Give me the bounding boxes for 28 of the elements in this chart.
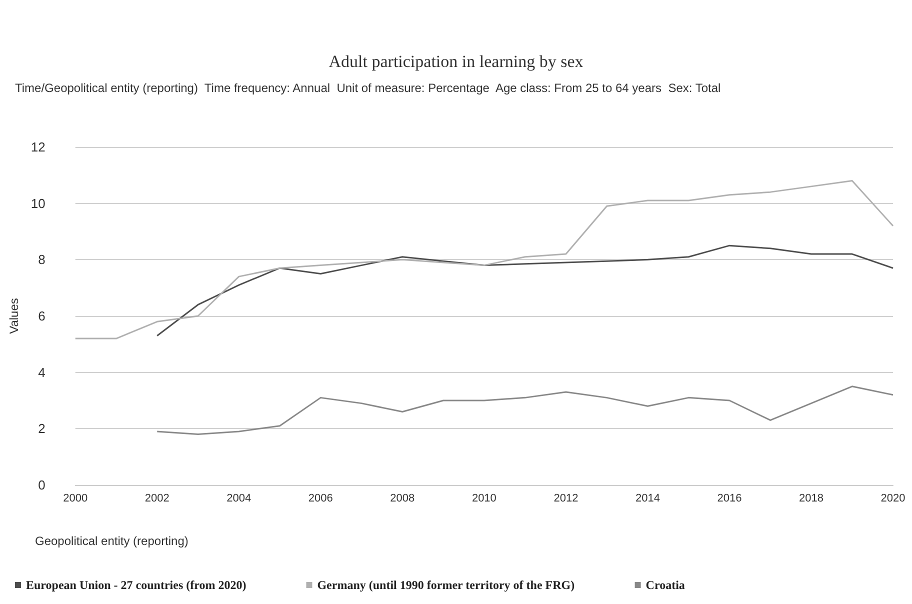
chart-subtitle: Time/Geopolitical entity (reporting) Time frequency: Annual Unit of measure: Percentage Age class: From 25 to 64 years Sex: Total (15, 81, 721, 95)
line-series (156, 244, 894, 336)
y-axis-title: Values (7, 298, 21, 334)
y-tick-label: 6 (38, 308, 46, 324)
legend-label: Germany (until 1990 former territory of the FRG) (317, 578, 575, 592)
y-tick-label: 10 (30, 196, 46, 211)
line-series (74, 180, 894, 340)
x-tick-label: 2006 (308, 492, 333, 504)
y-tick-label: 8 (38, 252, 46, 268)
x-axis-title: Geopolitical entity (reporting) (35, 534, 188, 548)
legend-label: Croatia (646, 578, 685, 592)
line-series (156, 386, 894, 436)
x-tick-label: 2008 (390, 492, 415, 504)
chart-title: Adult participation in learning by sex (328, 52, 584, 71)
legend-label: European Union - 27 countries (from 2020) (26, 578, 246, 592)
y-tick-label: 4 (38, 364, 46, 380)
y-tick-label: 0 (38, 478, 46, 492)
x-tick-label: 2016 (717, 492, 742, 504)
x-tick-label: 2018 (798, 492, 824, 504)
x-tick-label: 2010 (472, 492, 496, 504)
x-tick-label: 2000 (63, 492, 88, 504)
y-tick-label: 2 (38, 421, 46, 436)
x-tick-label: 2020 (880, 492, 906, 504)
x-tick-label: 2004 (226, 492, 252, 504)
x-tick-label: 2014 (635, 492, 660, 504)
x-tick-label: 2002 (144, 492, 170, 504)
x-tick-label: 2012 (554, 492, 578, 504)
y-tick-label: 12 (30, 140, 46, 154)
